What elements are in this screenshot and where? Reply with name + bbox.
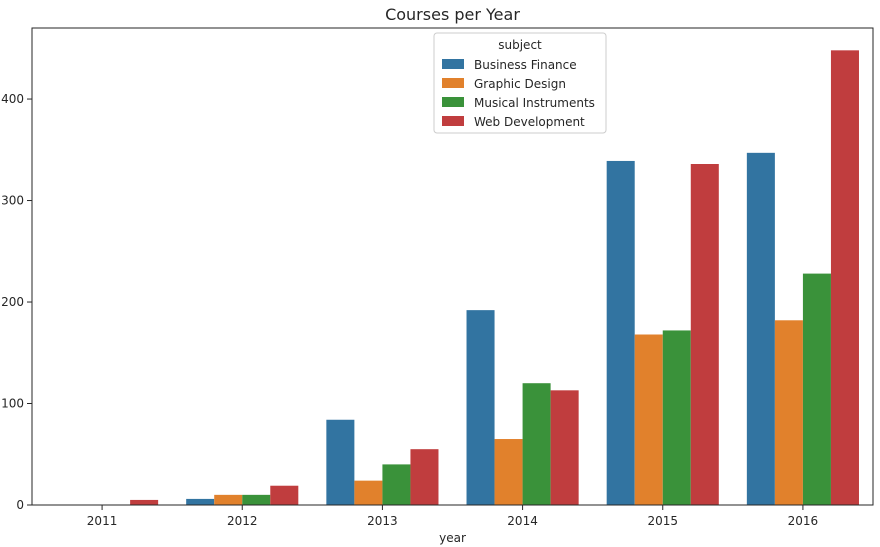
bar-musical-instruments-2016: [802, 273, 831, 505]
bar-web-development-2011: [130, 499, 159, 505]
x-tick-label: 2013: [367, 514, 398, 528]
axes-group: 0 100 200 300 400 2011 2012 2013 2014 2015 2016: [1, 27, 874, 528]
bar-graphic-design-2014: [494, 439, 523, 505]
bar-business-finance-2014: [466, 310, 495, 505]
y-tick-label: 100: [1, 397, 24, 411]
y-tick-label: 300: [1, 194, 24, 208]
bar-web-development-2014: [550, 390, 579, 505]
bar-musical-instruments-2012: [242, 494, 271, 505]
legend-box: [433, 32, 607, 134]
chart-title: Courses per Year: [385, 5, 520, 24]
bar-web-development-2016: [830, 50, 859, 505]
legend: subject Business Finance Graphic Design Mus…: [433, 32, 607, 134]
bar-graphic-design-2013: [354, 480, 383, 505]
legend-label-musical-instruments: Musical Instruments: [474, 96, 595, 110]
legend-swatch-graphic-design: [442, 78, 464, 88]
bar-business-finance-2015: [606, 160, 635, 505]
legend-label-graphic-design: Graphic Design: [474, 77, 566, 91]
bar-graphic-design-2015: [634, 334, 663, 505]
bar-web-development-2015: [690, 164, 719, 505]
y-tick-label: 400: [1, 92, 24, 106]
x-tick-label: 2014: [507, 514, 538, 528]
bar-web-development-2012: [270, 485, 299, 505]
bar-business-finance-2012: [186, 498, 215, 505]
x-tick-label: 2015: [647, 514, 678, 528]
bar-musical-instruments-2015: [662, 330, 691, 505]
x-tick-label: 2016: [788, 514, 819, 528]
bar-business-finance-2016: [746, 152, 775, 505]
legend-title: subject: [498, 38, 542, 52]
y-tick-label: 200: [1, 295, 24, 309]
bars-group: [130, 50, 859, 505]
bar-musical-instruments-2013: [382, 464, 411, 505]
x-tick-label: 2012: [227, 514, 258, 528]
bar-web-development-2013: [410, 449, 439, 505]
legend-swatch-web-development: [442, 116, 464, 126]
plot-frame: [31, 27, 874, 506]
x-tick-label: 2011: [87, 514, 118, 528]
bar-graphic-design-2016: [774, 320, 803, 505]
y-tick-label: 0: [16, 498, 24, 512]
bar-graphic-design-2012: [214, 494, 243, 505]
x-axis-label: year: [439, 531, 466, 545]
legend-swatch-musical-instruments: [442, 97, 464, 107]
bar-business-finance-2013: [326, 419, 355, 505]
bar-musical-instruments-2014: [522, 383, 551, 505]
legend-swatch-business-finance: [442, 59, 464, 69]
legend-label-business-finance: Business Finance: [474, 58, 577, 72]
legend-label-web-development: Web Development: [474, 115, 585, 129]
